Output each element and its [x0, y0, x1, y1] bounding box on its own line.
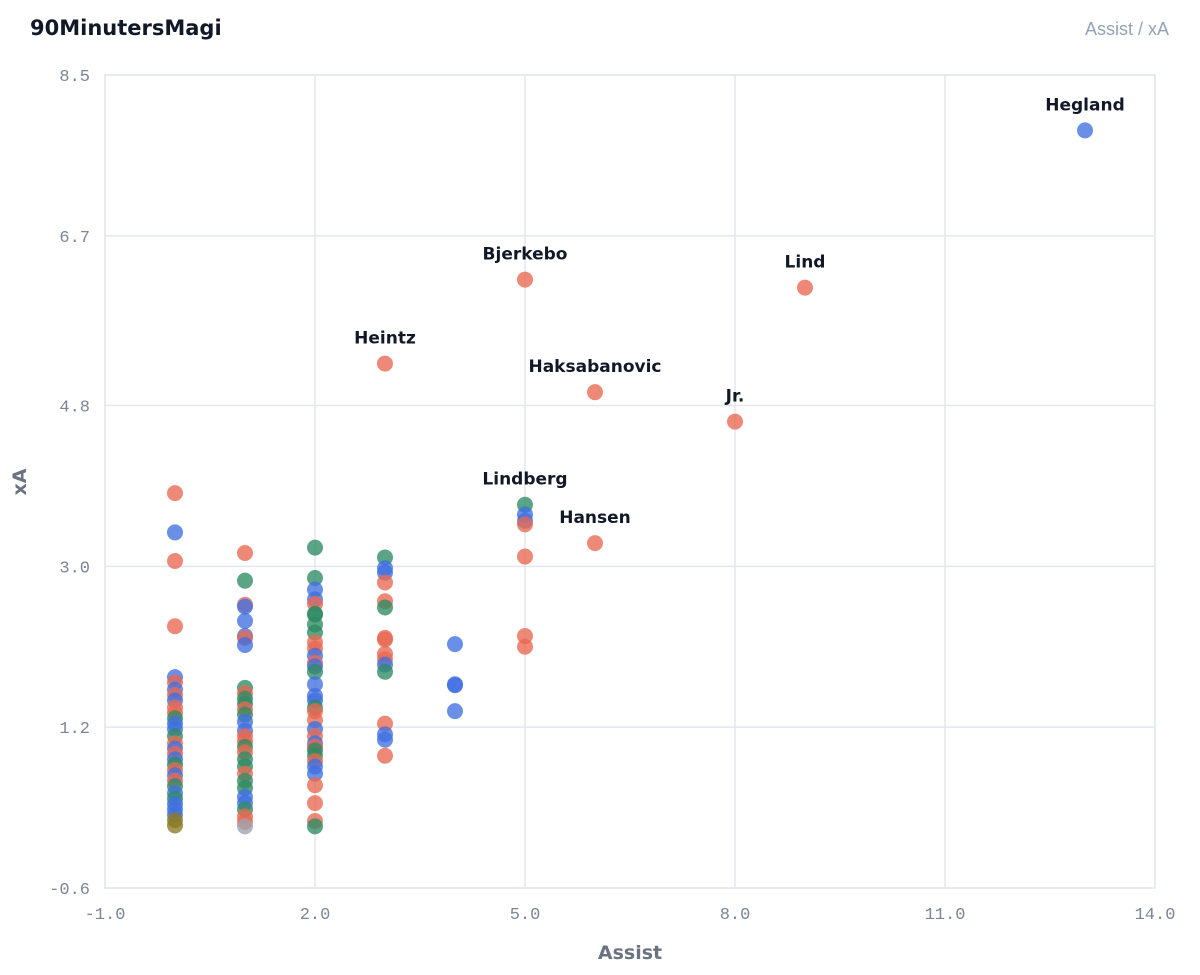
point-label: Haksabanovic: [528, 357, 661, 377]
scatter-point[interactable]: [727, 413, 743, 430]
scatter-point[interactable]: [517, 271, 533, 288]
y-tick-label: 8.5: [59, 68, 90, 87]
point-label: Lind: [785, 253, 826, 273]
grid-lines: [104, 74, 1156, 889]
y-tick-label: 4.8: [59, 399, 90, 418]
scatter-point[interactable]: [167, 817, 183, 834]
data-points: [167, 122, 1093, 835]
scatter-point[interactable]: [307, 765, 323, 782]
y-axis-label: xA: [9, 468, 31, 495]
x-axis-label: Assist: [598, 942, 662, 964]
scatter-point[interactable]: [237, 572, 253, 589]
scatter-point[interactable]: [307, 676, 323, 693]
scatter-point[interactable]: [517, 548, 533, 565]
scatter-point[interactable]: [447, 703, 463, 720]
scatter-point[interactable]: [447, 677, 463, 694]
y-tick-label: -0.6: [49, 881, 90, 900]
scatter-point[interactable]: [517, 638, 533, 655]
scatter-point[interactable]: [587, 384, 603, 401]
y-tick-labels: -0.6 1.2 3.0 4.8 6.7 8.5: [49, 68, 90, 900]
scatter-point[interactable]: [167, 553, 183, 570]
x-tick-label: 8.0: [720, 906, 751, 925]
scatter-point[interactable]: [237, 544, 253, 561]
scatter-point[interactable]: [447, 636, 463, 653]
scatter-point[interactable]: [587, 535, 603, 552]
point-label: Jr.: [725, 387, 745, 407]
scatter-point[interactable]: [377, 631, 393, 648]
scatter-point[interactable]: [377, 574, 393, 591]
scatter-point[interactable]: [377, 599, 393, 616]
scatter-point[interactable]: [517, 516, 533, 533]
x-tick-label: 5.0: [510, 906, 541, 925]
scatter-point[interactable]: [307, 663, 323, 680]
scatter-point[interactable]: [237, 612, 253, 629]
point-label: Heintz: [354, 329, 416, 349]
point-label: Hansen: [559, 508, 631, 528]
x-tick-labels: -1.0 2.0 5.0 8.0 11.0 14.0: [85, 906, 1176, 925]
scatter-point[interactable]: [167, 485, 183, 502]
scatter-point[interactable]: [237, 598, 253, 615]
scatter-point[interactable]: [377, 731, 393, 748]
x-tick-label: 2.0: [300, 906, 331, 925]
scatter-point[interactable]: [167, 618, 183, 635]
scatter-point[interactable]: [307, 539, 323, 556]
plot-frame: [104, 74, 1156, 889]
x-tick-label: 14.0: [1135, 906, 1176, 925]
y-tick-label: 1.2: [59, 720, 90, 739]
scatter-point[interactable]: [377, 663, 393, 680]
point-label: Hegland: [1045, 95, 1125, 115]
scatter-point[interactable]: [377, 747, 393, 764]
scatter-point[interactable]: [307, 818, 323, 835]
point-label: Bjerkebo: [483, 245, 568, 265]
point-annotations: Hegland Bjerkebo Lind Heintz Haksabanovic Jr.…: [354, 95, 1125, 528]
scatter-point[interactable]: [307, 777, 323, 794]
x-tick-label: 11.0: [925, 906, 966, 925]
x-tick-label: -1.0: [85, 906, 126, 925]
scatter-point[interactable]: [307, 795, 323, 812]
scatter-point[interactable]: [307, 569, 323, 586]
scatter-point[interactable]: [1077, 122, 1093, 139]
scatter-point[interactable]: [237, 636, 253, 653]
scatter-point[interactable]: [237, 818, 253, 835]
y-tick-label: 6.7: [59, 229, 90, 248]
scatter-point[interactable]: [797, 279, 813, 296]
scatter-point[interactable]: [377, 355, 393, 372]
point-label: Lindberg: [482, 470, 567, 490]
chart-subtitle: Assist / xA: [1084, 19, 1169, 39]
brand-title: 90MinutersMagi: [30, 16, 222, 40]
y-tick-label: 3.0: [59, 559, 90, 578]
scatter-point[interactable]: [167, 524, 183, 541]
